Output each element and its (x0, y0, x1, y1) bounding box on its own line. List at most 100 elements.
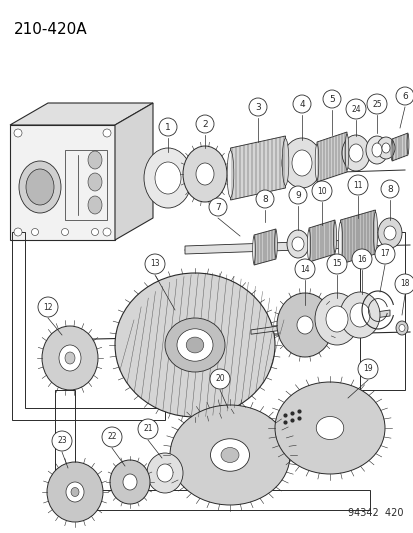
Circle shape (14, 129, 22, 137)
Text: 12: 12 (43, 303, 52, 311)
Polygon shape (230, 136, 285, 200)
Text: 9: 9 (294, 190, 300, 199)
Ellipse shape (274, 382, 384, 474)
Ellipse shape (316, 416, 343, 440)
Ellipse shape (59, 345, 81, 371)
Polygon shape (250, 310, 389, 334)
Circle shape (195, 115, 214, 133)
Circle shape (255, 190, 273, 208)
Circle shape (395, 87, 413, 105)
Ellipse shape (286, 230, 308, 258)
Ellipse shape (183, 146, 226, 202)
Circle shape (351, 249, 371, 269)
Circle shape (288, 186, 306, 204)
Ellipse shape (154, 162, 180, 194)
Ellipse shape (170, 405, 289, 505)
Circle shape (62, 229, 68, 236)
Text: 25: 25 (371, 100, 381, 109)
Ellipse shape (88, 196, 102, 214)
Circle shape (102, 427, 122, 447)
Polygon shape (316, 132, 346, 182)
Ellipse shape (276, 293, 332, 357)
Polygon shape (10, 125, 115, 240)
Ellipse shape (165, 318, 224, 372)
Text: 5: 5 (328, 94, 334, 103)
Circle shape (322, 90, 340, 108)
Ellipse shape (210, 439, 249, 471)
Ellipse shape (325, 306, 347, 332)
Circle shape (103, 228, 111, 236)
Circle shape (91, 229, 98, 236)
Ellipse shape (341, 135, 369, 171)
Ellipse shape (406, 134, 408, 154)
Polygon shape (391, 133, 407, 161)
Ellipse shape (314, 293, 358, 345)
Text: 210-420A: 210-420A (14, 22, 88, 37)
Ellipse shape (227, 151, 233, 197)
Text: 18: 18 (399, 279, 409, 288)
Ellipse shape (377, 218, 401, 248)
Circle shape (38, 297, 58, 317)
Ellipse shape (348, 144, 362, 162)
Text: 14: 14 (299, 264, 309, 273)
Circle shape (347, 175, 367, 195)
Circle shape (380, 180, 398, 198)
Text: 23: 23 (57, 437, 66, 446)
Circle shape (374, 244, 394, 264)
Ellipse shape (157, 464, 173, 482)
Ellipse shape (344, 134, 348, 170)
Circle shape (326, 254, 346, 274)
Text: 94342  420: 94342 420 (348, 508, 403, 518)
Text: 17: 17 (379, 249, 389, 259)
Ellipse shape (349, 303, 369, 327)
Circle shape (248, 98, 266, 116)
Ellipse shape (42, 326, 98, 390)
Ellipse shape (47, 462, 103, 522)
Ellipse shape (274, 230, 277, 257)
Text: 21: 21 (143, 424, 152, 433)
Ellipse shape (88, 151, 102, 169)
Polygon shape (10, 103, 153, 125)
Ellipse shape (281, 138, 321, 188)
Circle shape (366, 94, 386, 114)
Ellipse shape (339, 292, 379, 338)
Ellipse shape (26, 169, 54, 205)
Text: 13: 13 (150, 260, 159, 269)
Text: 8: 8 (386, 184, 392, 193)
Ellipse shape (296, 316, 312, 334)
Ellipse shape (115, 273, 274, 417)
Ellipse shape (147, 453, 183, 493)
Circle shape (103, 129, 111, 137)
Circle shape (345, 99, 365, 119)
Ellipse shape (144, 148, 192, 208)
Ellipse shape (332, 222, 336, 252)
Polygon shape (185, 240, 354, 254)
Circle shape (294, 259, 314, 279)
Text: 10: 10 (316, 187, 326, 196)
Polygon shape (115, 103, 153, 240)
Ellipse shape (186, 337, 203, 353)
Text: 7: 7 (215, 203, 221, 212)
Text: 20: 20 (215, 375, 224, 384)
Circle shape (159, 118, 177, 136)
Circle shape (209, 369, 230, 389)
Circle shape (311, 181, 331, 201)
Polygon shape (339, 210, 375, 264)
Ellipse shape (19, 161, 61, 213)
Ellipse shape (307, 230, 310, 260)
Ellipse shape (65, 352, 75, 364)
Circle shape (14, 228, 22, 236)
Ellipse shape (373, 212, 377, 252)
Ellipse shape (337, 222, 342, 262)
Ellipse shape (282, 139, 288, 185)
Ellipse shape (195, 163, 214, 185)
Ellipse shape (398, 325, 404, 332)
Ellipse shape (177, 329, 212, 361)
Ellipse shape (66, 482, 84, 502)
Ellipse shape (365, 136, 387, 164)
Text: 19: 19 (362, 365, 372, 374)
Ellipse shape (88, 173, 102, 191)
Text: 1: 1 (165, 123, 171, 132)
Ellipse shape (395, 321, 407, 335)
Ellipse shape (390, 140, 392, 160)
